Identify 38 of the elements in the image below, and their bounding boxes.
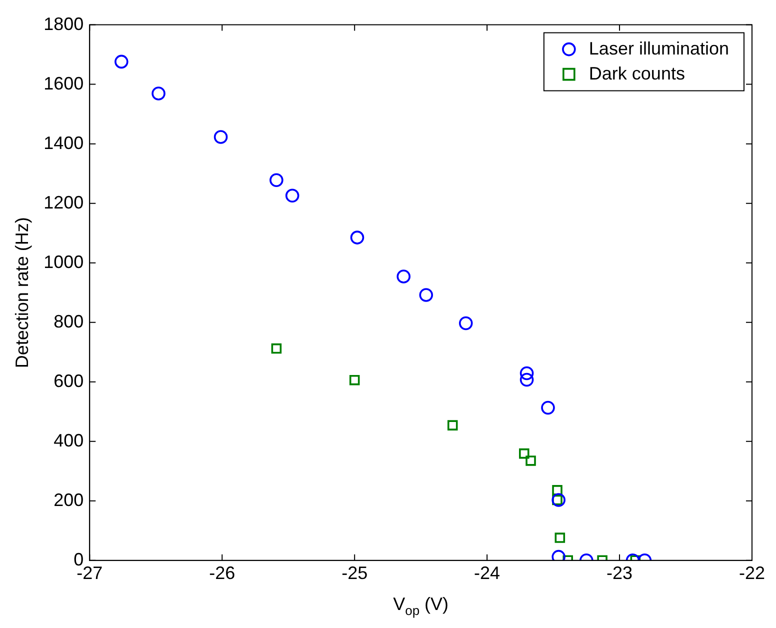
point	[349, 374, 360, 386]
point	[552, 493, 566, 507]
y-axis-title: Detection rate (Hz)	[12, 217, 32, 368]
point	[419, 288, 434, 302]
legend-label: Dark counts	[588, 63, 685, 84]
point	[396, 270, 410, 284]
x-tick-label: -25	[342, 563, 368, 584]
y-tick-label: 400	[54, 430, 84, 450]
point	[520, 366, 534, 380]
y-tick-label: 200	[54, 490, 84, 510]
point	[552, 485, 562, 496]
point	[458, 316, 473, 330]
point	[270, 173, 284, 188]
point	[541, 400, 555, 415]
point	[520, 372, 534, 387]
x-tick-label: -23	[606, 563, 633, 584]
point	[271, 343, 282, 354]
point	[552, 494, 562, 506]
x-tick-label: -24	[474, 563, 500, 584]
y-tick-label: 1000	[44, 252, 84, 272]
point	[526, 456, 536, 466]
point	[114, 54, 128, 69]
x-tick-label: -26	[209, 563, 236, 584]
y-tick-label: 800	[54, 311, 84, 332]
y-tick-label: 1400	[44, 132, 84, 153]
y-tick-label: 1600	[44, 73, 84, 94]
point	[285, 188, 300, 202]
legend-label: Laser illumination	[588, 38, 729, 58]
point	[152, 86, 166, 100]
y-tick-label: 1800	[44, 14, 84, 34]
y-tick-label: 1200	[44, 192, 84, 212]
point	[350, 230, 364, 244]
point	[519, 448, 530, 459]
y-tick-label: 600	[54, 370, 84, 391]
point	[214, 130, 228, 144]
point	[447, 420, 458, 430]
x-tick-label: -22	[738, 563, 765, 584]
point	[554, 532, 566, 543]
